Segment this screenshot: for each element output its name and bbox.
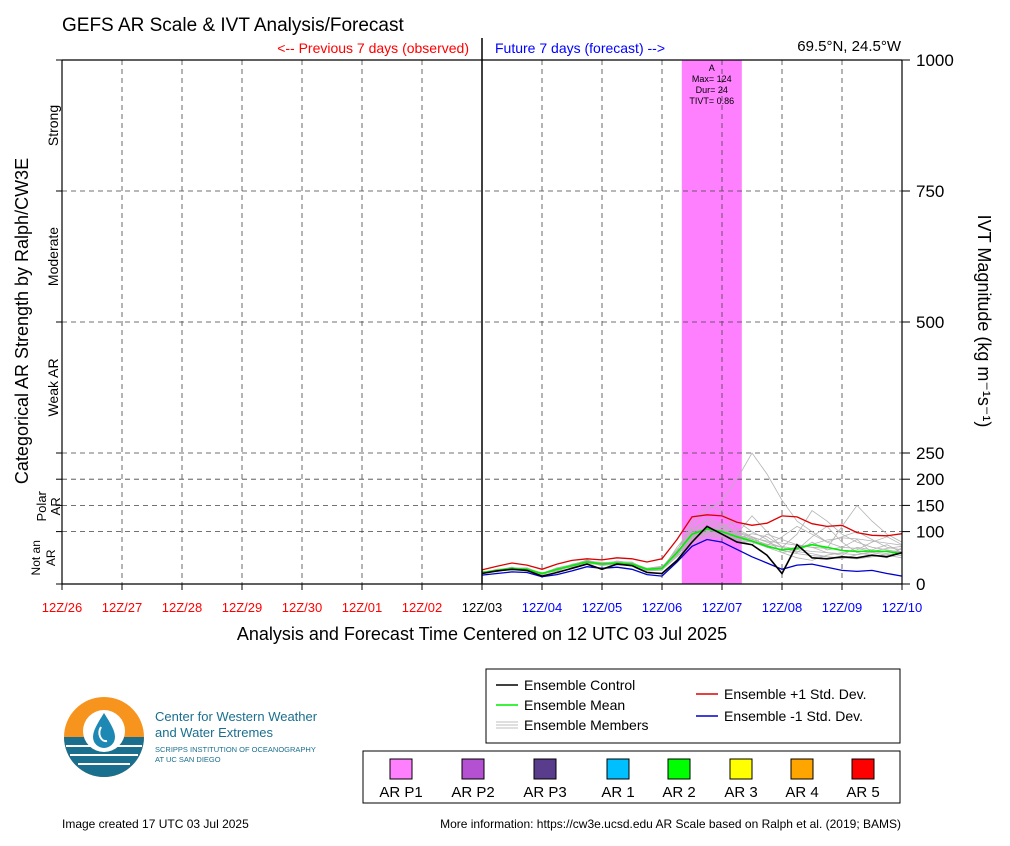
x-tick-label: 12Z/05 [582,600,622,615]
chart-title: GEFS AR Scale & IVT Analysis/Forecast [62,15,404,36]
ar-event-annotation: Max= 124 [692,74,732,84]
ar-scale-swatch [389,758,413,780]
category-label: Not an [29,540,43,575]
logo-line2: and Water Extremes [155,725,274,740]
ensemble-member-line [481,452,903,574]
x-tick-label: 12Z/02 [402,600,442,615]
y-tick-label: 750 [916,182,944,201]
ensemble-mean-line [481,528,903,575]
x-tick-label: 12Z/04 [522,600,562,615]
y-tick-label: 100 [916,523,944,542]
category-label: Weak AR [45,358,61,416]
ensemble-1-std-dev-line [481,514,903,571]
cw3e-logo: Center for Western Weather and Water Ext… [64,697,318,777]
y-axis-label-right: IVT Magnitude (kg m⁻¹s⁻¹) [974,215,994,428]
ar-scale-label: AR P1 [379,784,422,801]
ar-scale-swatch [790,758,814,780]
ar-scale-label: AR 2 [662,784,695,801]
y-tick-label: 150 [916,496,944,515]
legend-line-label: Ensemble Mean [524,697,625,713]
axes-layer: 0 100 150 200 250 500 750 1000 12Z/26 12Z/27 12Z/2… [29,38,954,615]
ensemble-control-line [481,525,903,577]
legend-line-label: Ensemble -1 Std. Dev. [724,708,863,724]
x-tick-label: 12Z/30 [282,600,322,615]
x-tick-label: 12Z/10 [882,600,922,615]
ar-scale-label: AR 5 [846,784,879,801]
x-tick-label: 12Z/01 [342,600,382,615]
ar-scale-swatch [606,758,630,780]
ar-scale-label: AR 4 [785,784,818,801]
grid-layer [62,60,902,584]
ar-event-annotation: TIVT= 0.86 [689,96,734,106]
x-tick-label: 12Z/08 [762,600,802,615]
ar-scale-label: AR P3 [523,784,566,801]
ar-scale-label: AR 3 [724,784,757,801]
more-info-label: More information: https://cw3e.ucsd.edu … [440,817,901,831]
ar-scale-swatch [461,758,485,780]
x-axis-label: Analysis and Forecast Time Centered on 1… [237,624,727,644]
category-label: Polar [34,490,49,521]
line-legend-box [485,668,901,744]
category-label: Strong [45,105,61,146]
ar-scale-swatch [851,758,875,780]
ar-scale-swatch [729,758,753,780]
x-tick-label: 12Z/29 [222,600,262,615]
legend-line-label: Ensemble Control [524,677,635,693]
logo-droplet-swirl-icon [98,726,108,743]
line-legend: Ensemble Control Ensemble Mean Ensemble Me… [496,677,867,733]
y-tick-label: 250 [916,444,944,463]
category-label: Moderate [45,227,61,286]
x-tick-label: 12Z/09 [822,600,862,615]
legend-line-label: Ensemble Members [524,717,649,733]
legend-line-label: Ensemble +1 Std. Dev. [724,686,867,702]
ar-event-annotation: A [709,63,715,73]
y-tick-label: 1000 [916,51,954,70]
logo-droplet-icon [93,713,115,748]
x-tick-label: 12Z/26 [42,600,82,615]
ar-scale-swatch [667,758,691,780]
y-tick-label: 0 [916,575,925,594]
ensemble-1-std-dev-line [481,538,903,578]
ar-scale-label: AR 1 [601,784,634,801]
x-tick-label: 12Z/28 [162,600,202,615]
category-label: AR [48,497,63,515]
ar-scale-swatch [533,758,557,780]
ar-scale-legend: AR P1 AR P2 AR P3 AR 1 AR 2 AR 3 AR 4 AR 5 [379,758,880,801]
ar-scale-label: AR P2 [451,784,494,801]
logo-line1: Center for Western Weather [155,709,318,724]
logo-sub2: AT UC SAN DIEGO [155,755,221,764]
x-tick-label: 12Z/07 [702,600,742,615]
y-tick-label: 200 [916,470,944,489]
x-tick-label: 12Z/27 [102,600,142,615]
x-tick-label: 12Z/06 [642,600,682,615]
image-created-label: Image created 17 UTC 03 Jul 2025 [62,817,249,831]
x-tick-label: 12Z/03 [462,600,502,615]
previous-days-label: <-- Previous 7 days (observed) [277,40,469,56]
y-axis-label-left: Categorical AR Strength by Ralph/CW3E [12,158,32,484]
category-label: AR [44,549,58,566]
y-tick-label: 500 [916,313,944,332]
ar-event-annotation: Dur= 24 [696,85,728,95]
future-days-label: Future 7 days (forecast) --> [495,40,665,56]
logo-sub1: SCRIPPS INSTITUTION OF OCEANOGRAPHY [155,745,316,754]
location-label: 69.5°N, 24.5°W [797,38,902,55]
